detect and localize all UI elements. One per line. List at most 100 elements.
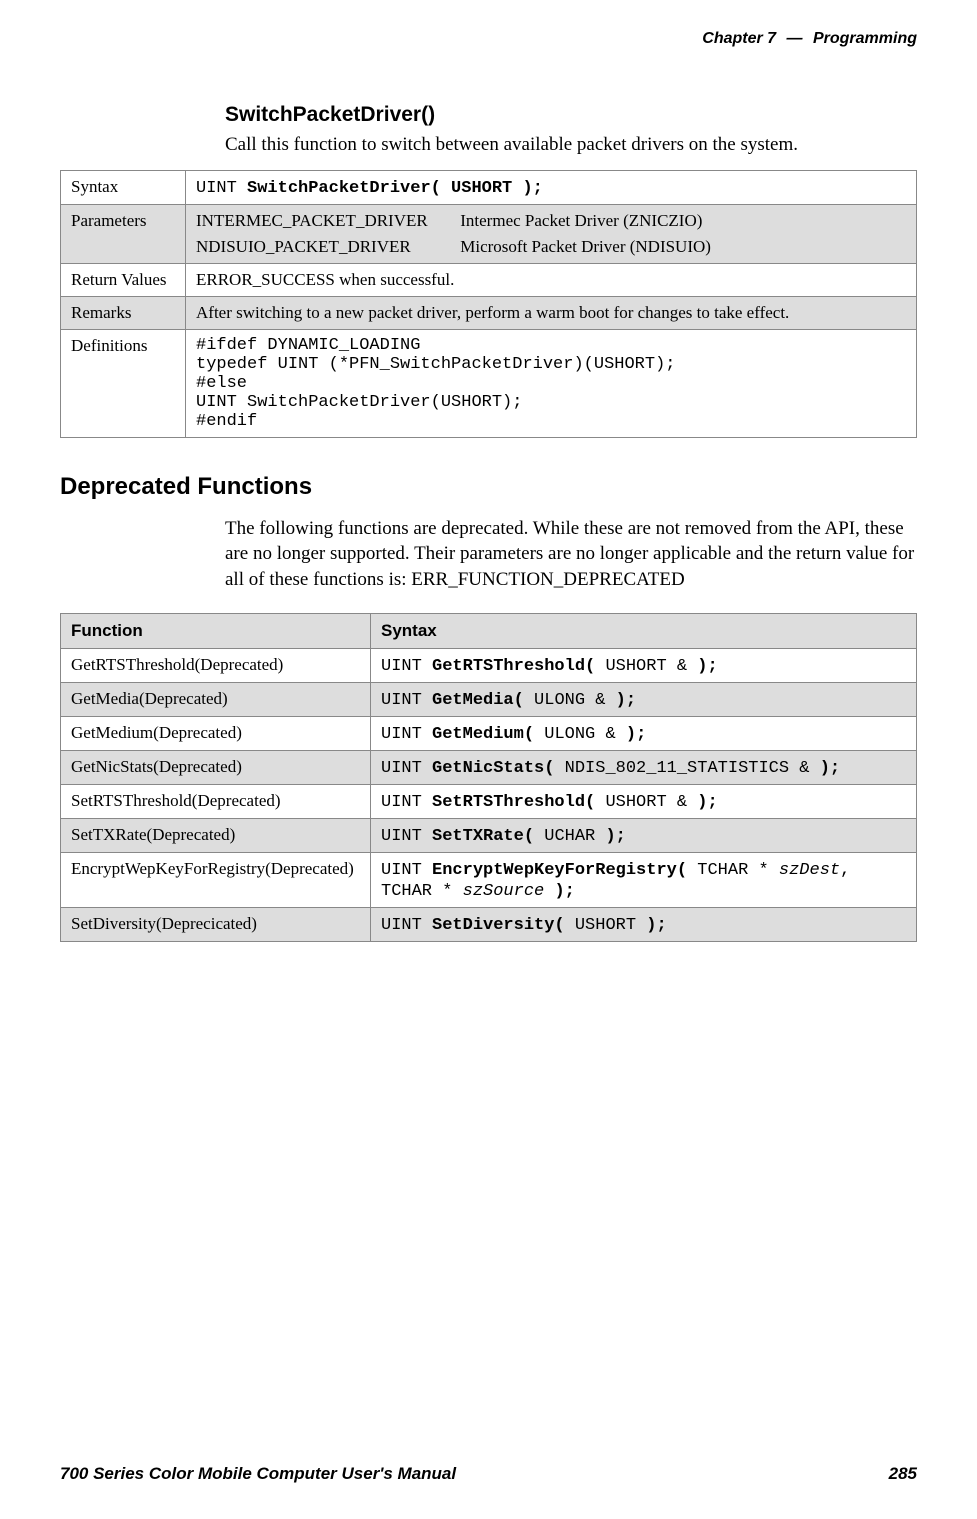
return-value: ERROR_SUCCESS when successful. bbox=[186, 263, 917, 296]
syntax-end: ); bbox=[697, 793, 717, 812]
dep-function-name: SetDiversity(Deprecicated) bbox=[61, 907, 371, 941]
dep-function-name: GetNicStats(Deprecated) bbox=[61, 750, 371, 784]
syntax-end: ); bbox=[697, 657, 717, 676]
remarks-label: Remarks bbox=[61, 296, 186, 329]
syntax-type: UINT bbox=[381, 793, 432, 812]
chapter-number: 7 bbox=[767, 30, 776, 47]
table-row: GetMedia(Deprecated)UINT GetMedia( ULONG… bbox=[61, 682, 917, 716]
dep-function-syntax: UINT GetMedia( ULONG & ); bbox=[371, 682, 917, 716]
table-row: GetNicStats(Deprecated)UINT GetNicStats(… bbox=[61, 750, 917, 784]
table-row: GetRTSThreshold(Deprecated)UINT GetRTSTh… bbox=[61, 648, 917, 682]
dep-function-name: SetRTSThreshold(Deprecated) bbox=[61, 784, 371, 818]
table-row: EncryptWepKeyForRegistry(Deprecated)UINT… bbox=[61, 852, 917, 907]
param2-desc: Microsoft Packet Driver (NDISUIO) bbox=[460, 237, 711, 256]
syntax-signature: SwitchPacketDriver( USHORT ); bbox=[247, 179, 543, 198]
dep-function-syntax: UINT SetTXRate( UCHAR ); bbox=[371, 818, 917, 852]
table-row-return: Return Values ERROR_SUCCESS when success… bbox=[61, 263, 917, 296]
param-line-1: INTERMEC_PACKET_DRIVER Intermec Packet D… bbox=[196, 211, 906, 231]
table-row: SetRTSThreshold(Deprecated)UINT SetRTSTh… bbox=[61, 784, 917, 818]
syntax-type: UINT bbox=[381, 657, 432, 676]
deprecated-heading: Deprecated Functions bbox=[60, 473, 917, 501]
dep-function-name: GetMedium(Deprecated) bbox=[61, 716, 371, 750]
table-row: SetDiversity(Deprecicated)UINT SetDivers… bbox=[61, 907, 917, 941]
syntax-func: SetRTSThreshold( bbox=[432, 793, 595, 812]
syntax-type: UINT bbox=[381, 916, 432, 935]
syntax-func: GetMedia( bbox=[432, 691, 524, 710]
syntax-arg-italic: szSource bbox=[463, 882, 545, 901]
syntax-type: UINT bbox=[381, 827, 432, 846]
function-description: Call this function to switch between ava… bbox=[225, 133, 917, 158]
definitions-label: Definitions bbox=[61, 329, 186, 437]
deprecated-body: The following functions are deprecated. … bbox=[225, 516, 917, 593]
table-row-syntax: Syntax UINT SwitchPacketDriver( USHORT )… bbox=[61, 170, 917, 204]
dep-head-syntax: Syntax bbox=[371, 613, 917, 648]
dep-function-syntax: UINT SetDiversity( USHORT ); bbox=[371, 907, 917, 941]
table-row: GetMedium(Deprecated)UINT GetMedium( ULO… bbox=[61, 716, 917, 750]
syntax-value: UINT SwitchPacketDriver( USHORT ); bbox=[186, 170, 917, 204]
dep-function-syntax: UINT GetRTSThreshold( USHORT & ); bbox=[371, 648, 917, 682]
syntax-func: SetTXRate( bbox=[432, 827, 534, 846]
remarks-value: After switching to a new packet driver, … bbox=[186, 296, 917, 329]
syntax-label: Syntax bbox=[61, 170, 186, 204]
deprecated-table: Function Syntax GetRTSThreshold(Deprecat… bbox=[60, 613, 917, 942]
param1-desc: Intermec Packet Driver (ZNICZIO) bbox=[460, 211, 702, 230]
syntax-func: EncryptWepKeyForRegistry( bbox=[432, 861, 687, 880]
syntax-type: UINT bbox=[381, 725, 432, 744]
dep-header-row: Function Syntax bbox=[61, 613, 917, 648]
footer-page-number: 285 bbox=[889, 1464, 917, 1484]
table-row: SetTXRate(Deprecated)UINT SetTXRate( UCH… bbox=[61, 818, 917, 852]
syntax-end: ); bbox=[554, 882, 574, 901]
syntax-args bbox=[544, 882, 554, 901]
dep-function-syntax: UINT GetMedium( ULONG & ); bbox=[371, 716, 917, 750]
syntax-type: UINT bbox=[381, 691, 432, 710]
syntax-func: GetRTSThreshold( bbox=[432, 657, 595, 676]
page: Chapter 7 — Programming SwitchPacketDriv… bbox=[0, 0, 977, 1519]
syntax-end: ); bbox=[616, 691, 636, 710]
syntax-end: ); bbox=[820, 759, 840, 778]
syntax-args: TCHAR * bbox=[687, 861, 779, 880]
syntax-end: ); bbox=[605, 827, 625, 846]
chapter-label: Chapter bbox=[702, 30, 762, 47]
param1-name: INTERMEC_PACKET_DRIVER bbox=[196, 211, 456, 231]
page-footer: 700 Series Color Mobile Computer User's … bbox=[60, 1464, 917, 1484]
syntax-args: ULONG & bbox=[524, 691, 616, 710]
syntax-args: NDIS_802_11_STATISTICS & bbox=[554, 759, 819, 778]
syntax-args: USHORT & bbox=[595, 793, 697, 812]
table-row-remarks: Remarks After switching to a new packet … bbox=[61, 296, 917, 329]
dep-function-syntax: UINT GetNicStats( NDIS_802_11_STATISTICS… bbox=[371, 750, 917, 784]
dep-function-name: GetMedia(Deprecated) bbox=[61, 682, 371, 716]
api-table: Syntax UINT SwitchPacketDriver( USHORT )… bbox=[60, 170, 917, 438]
def-line-1: #ifdef DYNAMIC_LOADING bbox=[196, 336, 906, 355]
param-line-2: NDISUIO_PACKET_DRIVER Microsoft Packet D… bbox=[196, 237, 906, 257]
table-row-parameters: Parameters INTERMEC_PACKET_DRIVER Interm… bbox=[61, 204, 917, 263]
syntax-arg-italic: szDest bbox=[779, 861, 840, 880]
syntax-args: UCHAR bbox=[534, 827, 605, 846]
table-row-definitions: Definitions #ifdef DYNAMIC_LOADING typed… bbox=[61, 329, 917, 437]
syntax-end: ); bbox=[646, 916, 666, 935]
syntax-type: UINT bbox=[381, 861, 432, 880]
syntax-func: GetNicStats( bbox=[432, 759, 554, 778]
parameters-label: Parameters bbox=[61, 204, 186, 263]
page-header: Chapter 7 — Programming bbox=[60, 30, 917, 48]
parameters-value: INTERMEC_PACKET_DRIVER Intermec Packet D… bbox=[186, 204, 917, 263]
function-title: SwitchPacketDriver() bbox=[225, 103, 917, 127]
return-label: Return Values bbox=[61, 263, 186, 296]
syntax-func: GetMedium( bbox=[432, 725, 534, 744]
dep-function-syntax: UINT EncryptWepKeyForRegistry( TCHAR * s… bbox=[371, 852, 917, 907]
dep-function-name: EncryptWepKeyForRegistry(Deprecated) bbox=[61, 852, 371, 907]
chapter-title: Programming bbox=[813, 30, 917, 47]
syntax-end: ); bbox=[626, 725, 646, 744]
dep-function-name: SetTXRate(Deprecated) bbox=[61, 818, 371, 852]
syntax-args: USHORT & bbox=[595, 657, 697, 676]
param2-name: NDISUIO_PACKET_DRIVER bbox=[196, 237, 456, 257]
def-line-4: UINT SwitchPacketDriver(USHORT); bbox=[196, 393, 906, 412]
def-line-3: #else bbox=[196, 374, 906, 393]
header-dash: — bbox=[787, 30, 803, 47]
def-line-2: typedef UINT (*PFN_SwitchPacketDriver)(U… bbox=[196, 355, 906, 374]
syntax-type: UINT bbox=[381, 759, 432, 778]
definitions-value: #ifdef DYNAMIC_LOADING typedef UINT (*PF… bbox=[186, 329, 917, 437]
dep-head-function: Function bbox=[61, 613, 371, 648]
dep-function-syntax: UINT SetRTSThreshold( USHORT & ); bbox=[371, 784, 917, 818]
def-line-5: #endif bbox=[196, 412, 906, 431]
syntax-type: UINT bbox=[196, 179, 247, 198]
